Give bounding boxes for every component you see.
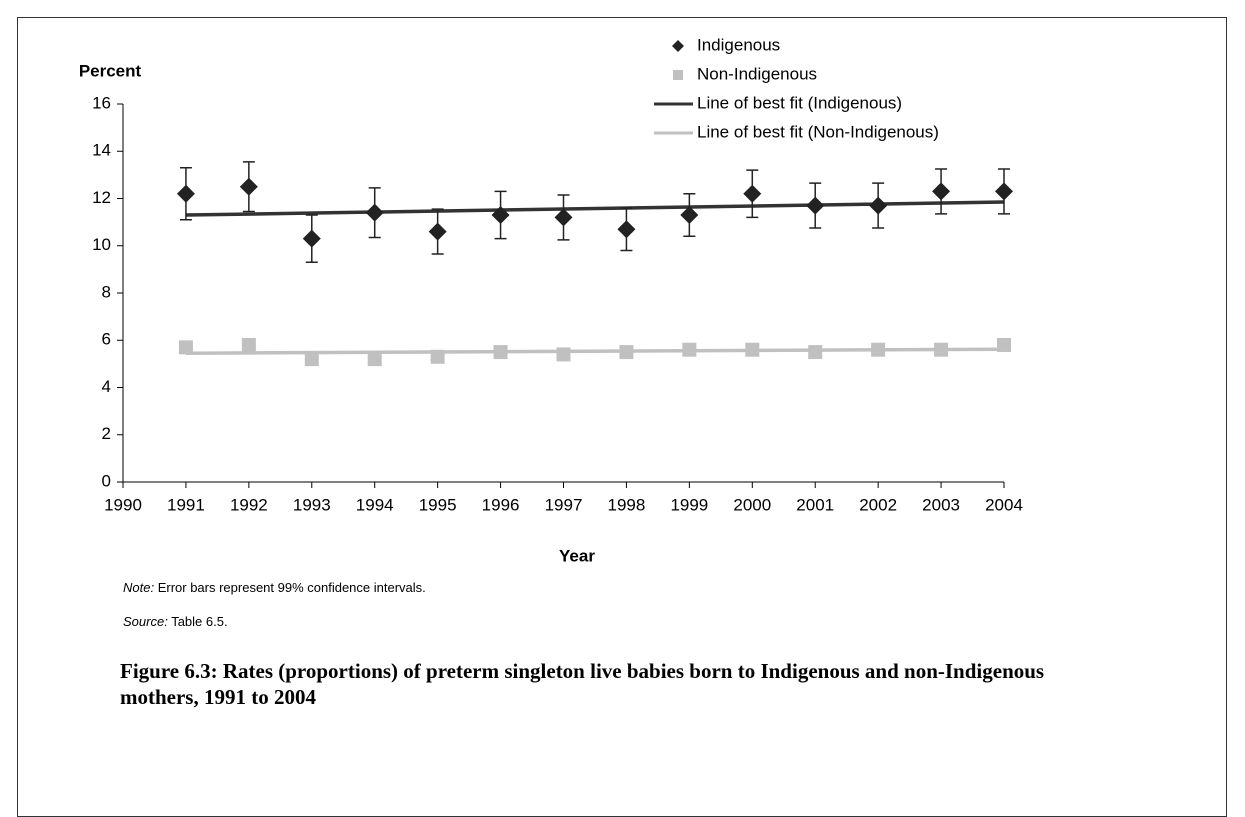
y-tick-label: 12 bbox=[92, 188, 111, 207]
point bbox=[365, 203, 384, 222]
legend-label: Line of best fit (Indigenous) bbox=[697, 93, 902, 112]
y-tick-label: 8 bbox=[102, 282, 111, 301]
point bbox=[869, 196, 888, 215]
point bbox=[743, 184, 762, 203]
trend-line bbox=[185, 200, 1005, 217]
y-axis-label: Percent bbox=[79, 61, 142, 80]
point bbox=[806, 196, 825, 215]
chart: Percent Year 0 2 4 6 8 10 12 14 16 1990 1991 1992 19… bbox=[79, 35, 1023, 565]
point bbox=[302, 229, 321, 248]
x-tick-label: 1990 bbox=[104, 495, 142, 514]
point bbox=[367, 352, 382, 367]
source-text: Table 6.5. bbox=[171, 614, 228, 629]
note-label: Note: bbox=[123, 580, 155, 595]
x-tick-label: 1995 bbox=[419, 495, 457, 514]
y-tick-label: 16 bbox=[92, 93, 111, 112]
legend-label: Line of best fit (Non-Indigenous) bbox=[697, 122, 939, 141]
figure-caption: Figure 6.3: Rates (proportions) of prete… bbox=[120, 659, 1045, 709]
x-tick-label: 1991 bbox=[167, 495, 205, 514]
point bbox=[682, 342, 697, 357]
x-tick-label: 2003 bbox=[922, 495, 960, 514]
legend-marker bbox=[673, 70, 683, 80]
point bbox=[554, 208, 573, 227]
note: Note: Error bars represent 99% confidenc… bbox=[123, 580, 426, 595]
point bbox=[556, 347, 571, 362]
point bbox=[871, 342, 886, 357]
y-tick-label: 2 bbox=[102, 424, 111, 443]
point bbox=[619, 345, 634, 360]
point bbox=[680, 206, 699, 225]
x-tick-label: 1998 bbox=[608, 495, 646, 514]
point bbox=[304, 352, 319, 367]
point bbox=[932, 182, 951, 201]
point bbox=[178, 340, 193, 355]
legend-label: Non-Indigenous bbox=[697, 64, 817, 83]
x-tick-label: 2002 bbox=[859, 495, 897, 514]
x-tick-label: 1999 bbox=[670, 495, 708, 514]
y-tick-label: 0 bbox=[102, 471, 111, 490]
point bbox=[995, 182, 1013, 201]
point bbox=[934, 342, 949, 357]
point bbox=[239, 177, 258, 196]
point bbox=[617, 220, 636, 239]
legend-marker bbox=[672, 40, 684, 52]
point bbox=[430, 349, 445, 364]
note-text: Error bars represent 99% confidence inte… bbox=[157, 580, 426, 595]
point bbox=[241, 337, 256, 352]
trend-line bbox=[185, 347, 1005, 355]
x-tick-label: 1997 bbox=[545, 495, 583, 514]
source: Source: Table 6.5. bbox=[123, 614, 228, 629]
y-tick-label: 10 bbox=[92, 235, 111, 254]
source-label: Source: bbox=[123, 614, 168, 629]
x-tick-label: 1994 bbox=[356, 495, 394, 514]
x-tick-label: 2004 bbox=[985, 495, 1023, 514]
y-tick-label: 14 bbox=[92, 141, 111, 160]
point bbox=[808, 345, 823, 360]
x-tick-label: 1992 bbox=[230, 495, 268, 514]
point bbox=[428, 222, 447, 241]
x-tick-label: 2000 bbox=[733, 495, 771, 514]
legend-label: Indigenous bbox=[697, 35, 780, 54]
y-tick-label: 4 bbox=[102, 377, 111, 396]
x-tick-label: 1993 bbox=[293, 495, 331, 514]
x-tick-label: 2001 bbox=[796, 495, 834, 514]
point bbox=[491, 206, 510, 225]
x-axis-label: Year bbox=[559, 546, 595, 565]
point bbox=[745, 342, 760, 357]
point bbox=[493, 345, 508, 360]
x-tick-label: 1996 bbox=[482, 495, 520, 514]
point bbox=[997, 337, 1011, 352]
point bbox=[176, 184, 195, 203]
y-tick-label: 6 bbox=[102, 330, 111, 349]
